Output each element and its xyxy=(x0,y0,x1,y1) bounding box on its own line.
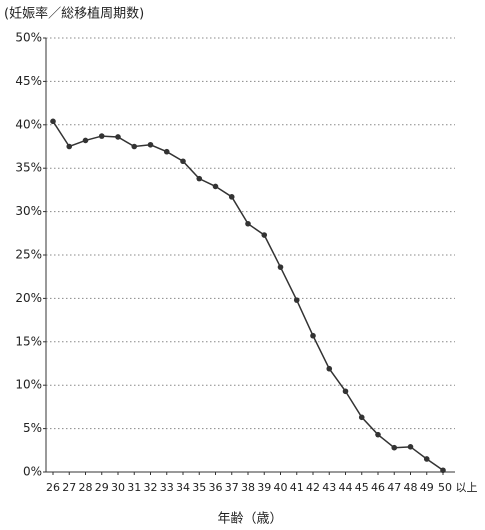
data-point xyxy=(98,133,105,139)
data-point xyxy=(423,456,430,462)
data-point xyxy=(293,297,300,303)
x-tick-label: 37 xyxy=(225,481,239,494)
x-tick-label: 44 xyxy=(339,481,353,494)
data-point xyxy=(196,175,203,182)
data-point xyxy=(147,141,154,148)
series-line xyxy=(52,120,444,471)
x-tick-label: 26 xyxy=(46,481,60,494)
data-point xyxy=(342,388,349,395)
x-tick-label: 29 xyxy=(95,481,109,494)
y-tick-label: 0% xyxy=(23,465,42,479)
x-tick-label: 43 xyxy=(322,481,336,494)
x-tick-label: 50 以上 xyxy=(438,481,478,494)
data-point xyxy=(326,365,333,372)
y-tick-label: 30% xyxy=(15,204,42,218)
x-tick-label: 35 xyxy=(192,481,206,494)
x-tick-label: 31 xyxy=(127,481,141,494)
data-point xyxy=(66,143,73,150)
x-tick-label: 38 xyxy=(241,481,255,494)
x-tick-label: 47 xyxy=(387,481,401,494)
data-point xyxy=(277,264,284,270)
x-tick-label: 30 xyxy=(111,481,125,494)
y-tick-label: 10% xyxy=(15,378,42,392)
data-point xyxy=(180,158,186,165)
x-tick-label: 36 xyxy=(209,481,223,494)
data-point xyxy=(440,467,446,474)
data-point xyxy=(82,137,89,144)
data-point xyxy=(228,194,235,200)
data-point xyxy=(115,134,121,140)
y-tick-label: 35% xyxy=(15,161,42,175)
x-tick-label: 33 xyxy=(160,481,174,494)
x-axis-label: 年齢（歳） xyxy=(217,512,282,527)
x-tick-label: 27 xyxy=(62,481,76,494)
y-tick-label: 40% xyxy=(15,117,42,131)
data-point xyxy=(391,444,398,451)
data-point xyxy=(212,183,219,190)
x-tick-label: 45 xyxy=(355,481,369,494)
data-point xyxy=(261,232,268,238)
data-point xyxy=(245,220,251,227)
data-point xyxy=(358,414,365,421)
y-tick-label: 50% xyxy=(15,31,42,45)
x-tick-label: 40 xyxy=(274,481,288,494)
y-tick-label: 20% xyxy=(15,291,42,305)
y-tick-label: 15% xyxy=(15,334,42,348)
data-point xyxy=(407,444,414,450)
data-point xyxy=(310,332,316,339)
data-point xyxy=(375,431,381,438)
chart-title: (妊娠率／総移植周期数) xyxy=(4,6,144,22)
x-tick-label: 32 xyxy=(144,481,158,494)
data-point xyxy=(50,118,56,125)
data-point xyxy=(131,143,138,150)
data-point xyxy=(163,148,170,155)
y-tick-label: 25% xyxy=(15,248,42,262)
x-tick-label: 42 xyxy=(306,481,320,494)
y-tick-label: 5% xyxy=(23,421,42,435)
x-tick-label: 41 xyxy=(290,481,304,494)
x-tick-label: 39 xyxy=(257,481,271,494)
x-tick-label: 48 xyxy=(404,481,418,494)
x-tick-label: 49 xyxy=(420,481,434,494)
y-tick-label: 45% xyxy=(15,74,42,88)
x-tick-label: 28 xyxy=(79,481,93,494)
x-tick-label: 46 xyxy=(371,481,385,494)
x-tick-label: 34 xyxy=(176,481,190,494)
